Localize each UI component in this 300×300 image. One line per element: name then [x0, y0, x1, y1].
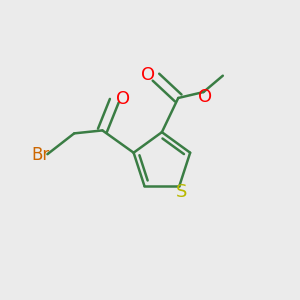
Text: S: S: [176, 184, 188, 202]
Text: O: O: [142, 66, 156, 84]
Text: O: O: [198, 88, 212, 106]
Text: O: O: [116, 90, 130, 108]
Text: Br: Br: [32, 146, 50, 164]
